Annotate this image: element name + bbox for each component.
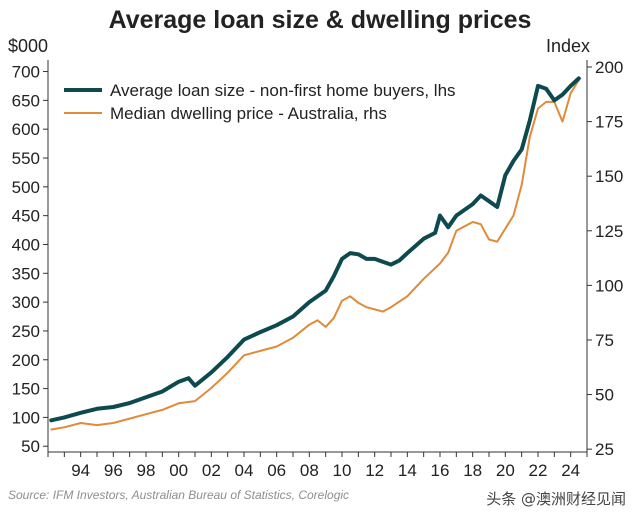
right-tick-label: 100 [595,276,623,295]
right-tick-label: 25 [595,440,614,459]
series-layer [49,76,581,431]
right-tick-label: 50 [595,386,614,405]
x-tick-label: 18 [463,461,482,480]
source-note: Source: IFM Investors, Australian Bureau… [8,488,350,502]
x-tick-label: 12 [365,461,384,480]
legend-entry-loan-size-label: Average loan size - non-first home buyer… [110,81,456,100]
x-tick-label: 04 [235,461,254,480]
series-line-dwelling-price [50,79,580,431]
x-tick-label: 14 [398,461,417,480]
x-tick-label: 16 [431,461,450,480]
x-tick-label: 08 [300,461,319,480]
left-tick-label: 150 [12,380,40,399]
x-tick-label: 00 [169,461,188,480]
right-tick-label: 75 [595,331,614,350]
left-tick-label: 200 [12,351,40,370]
x-tick-label: 96 [104,461,123,480]
left-axis-unit: $000 [8,36,49,56]
x-tick-label: 94 [71,461,90,480]
left-tick-label: 700 [12,63,40,82]
left-tick-label: 100 [12,408,40,427]
left-tick-label: 450 [12,207,40,226]
left-tick-label: 500 [12,178,40,197]
left-tick-label: 400 [12,235,40,254]
series-line-loan-size [49,76,581,423]
left-tick-label: 600 [12,120,40,139]
x-tick-label: 06 [267,461,286,480]
x-tick-label: 02 [202,461,221,480]
x-tick-label: 98 [137,461,156,480]
right-tick-label: 150 [595,167,623,186]
right-tick-label: 200 [595,58,623,77]
right-axis-unit: Index [545,36,590,56]
left-tick-label: 550 [12,149,40,168]
left-tick-label: 300 [12,293,40,312]
right-tick-label: 125 [595,222,623,241]
legend: Average loan size - non-first home buyer… [64,81,456,123]
watermark: 头条 @澳洲财经见闻 [486,490,626,508]
left-tick-label: 250 [12,322,40,341]
left-tick-label: 650 [12,91,40,110]
x-tick-label: 20 [496,461,515,480]
left-tick-label: 50 [21,437,40,456]
right-tick-label: 175 [595,113,623,132]
x-tick-label: 24 [561,461,580,480]
axes-layer: 5010015020025030035040045050055060065070… [12,58,624,480]
x-tick-label: 22 [529,461,548,480]
chart-title: Average loan size & dwelling prices [108,6,532,34]
left-tick-label: 350 [12,264,40,283]
x-tick-label: 10 [333,461,352,480]
legend-entry-dwelling-price-label: Median dwelling price - Australia, rhs [110,104,387,123]
